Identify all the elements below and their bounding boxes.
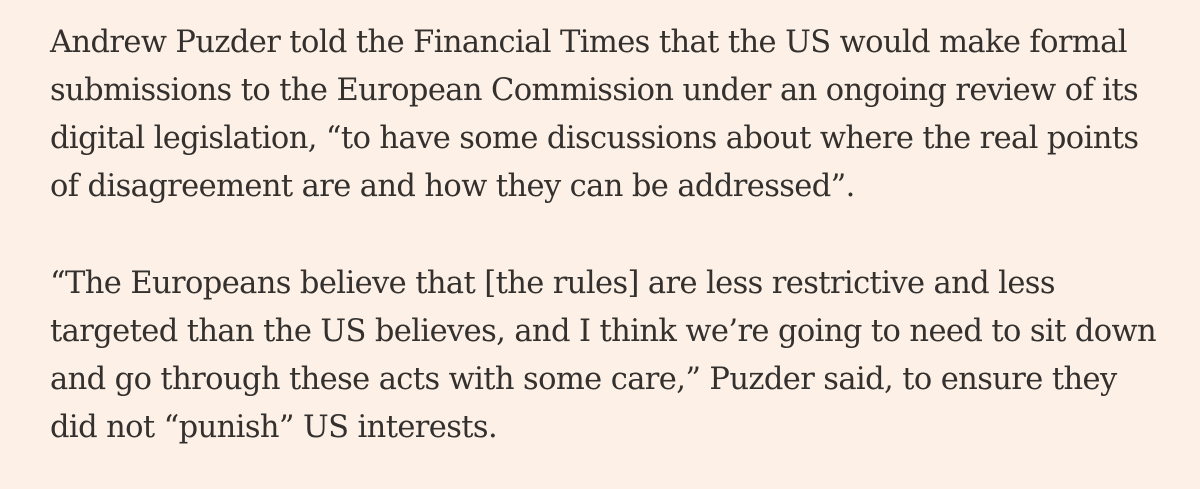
article-paragraph-2: “The Europeans believe that [the rules] …	[50, 266, 1157, 445]
article-paragraph-1: Andrew Puzder told the Financial Times t…	[50, 25, 1139, 204]
article-body: Andrew Puzder told the Financial Times t…	[50, 19, 1160, 452]
